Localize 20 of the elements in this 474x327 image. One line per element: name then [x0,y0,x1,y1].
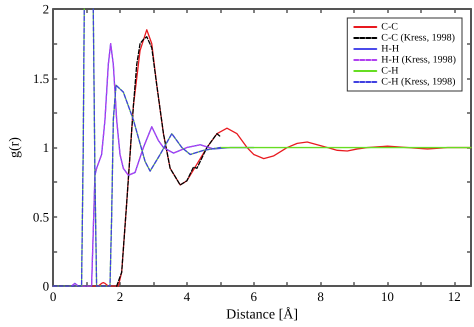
legend-label: C-H [381,66,399,76]
y-tick-label: 0 [42,278,50,294]
line-series [116,36,221,287]
x-tick-label: 2 [116,289,124,304]
legend-label: H-H [381,44,400,54]
y-axis-title: g(r) [8,136,22,158]
y-tick-label: 1 [42,140,50,156]
legend-label: C-H (Kress, 1998) [381,76,456,88]
x-tick-label: 6 [250,289,258,304]
x-tick-label: 12 [448,289,461,304]
y-tick-label: 1.5 [32,70,50,86]
legend-label: C-C (Kress, 1998) [381,32,455,44]
legend-label: H-H (Kress, 1998) [381,54,456,66]
y-tick-label: 2 [42,2,50,16]
x-tick-label: 8 [317,289,324,304]
x-axis-title: Distance [Å] [226,306,298,322]
x-tick-label: 10 [380,289,394,304]
legend-label: C-C [381,22,398,32]
x-tick-label: 4 [184,289,191,304]
y-tick-label: 0.5 [32,209,50,224]
